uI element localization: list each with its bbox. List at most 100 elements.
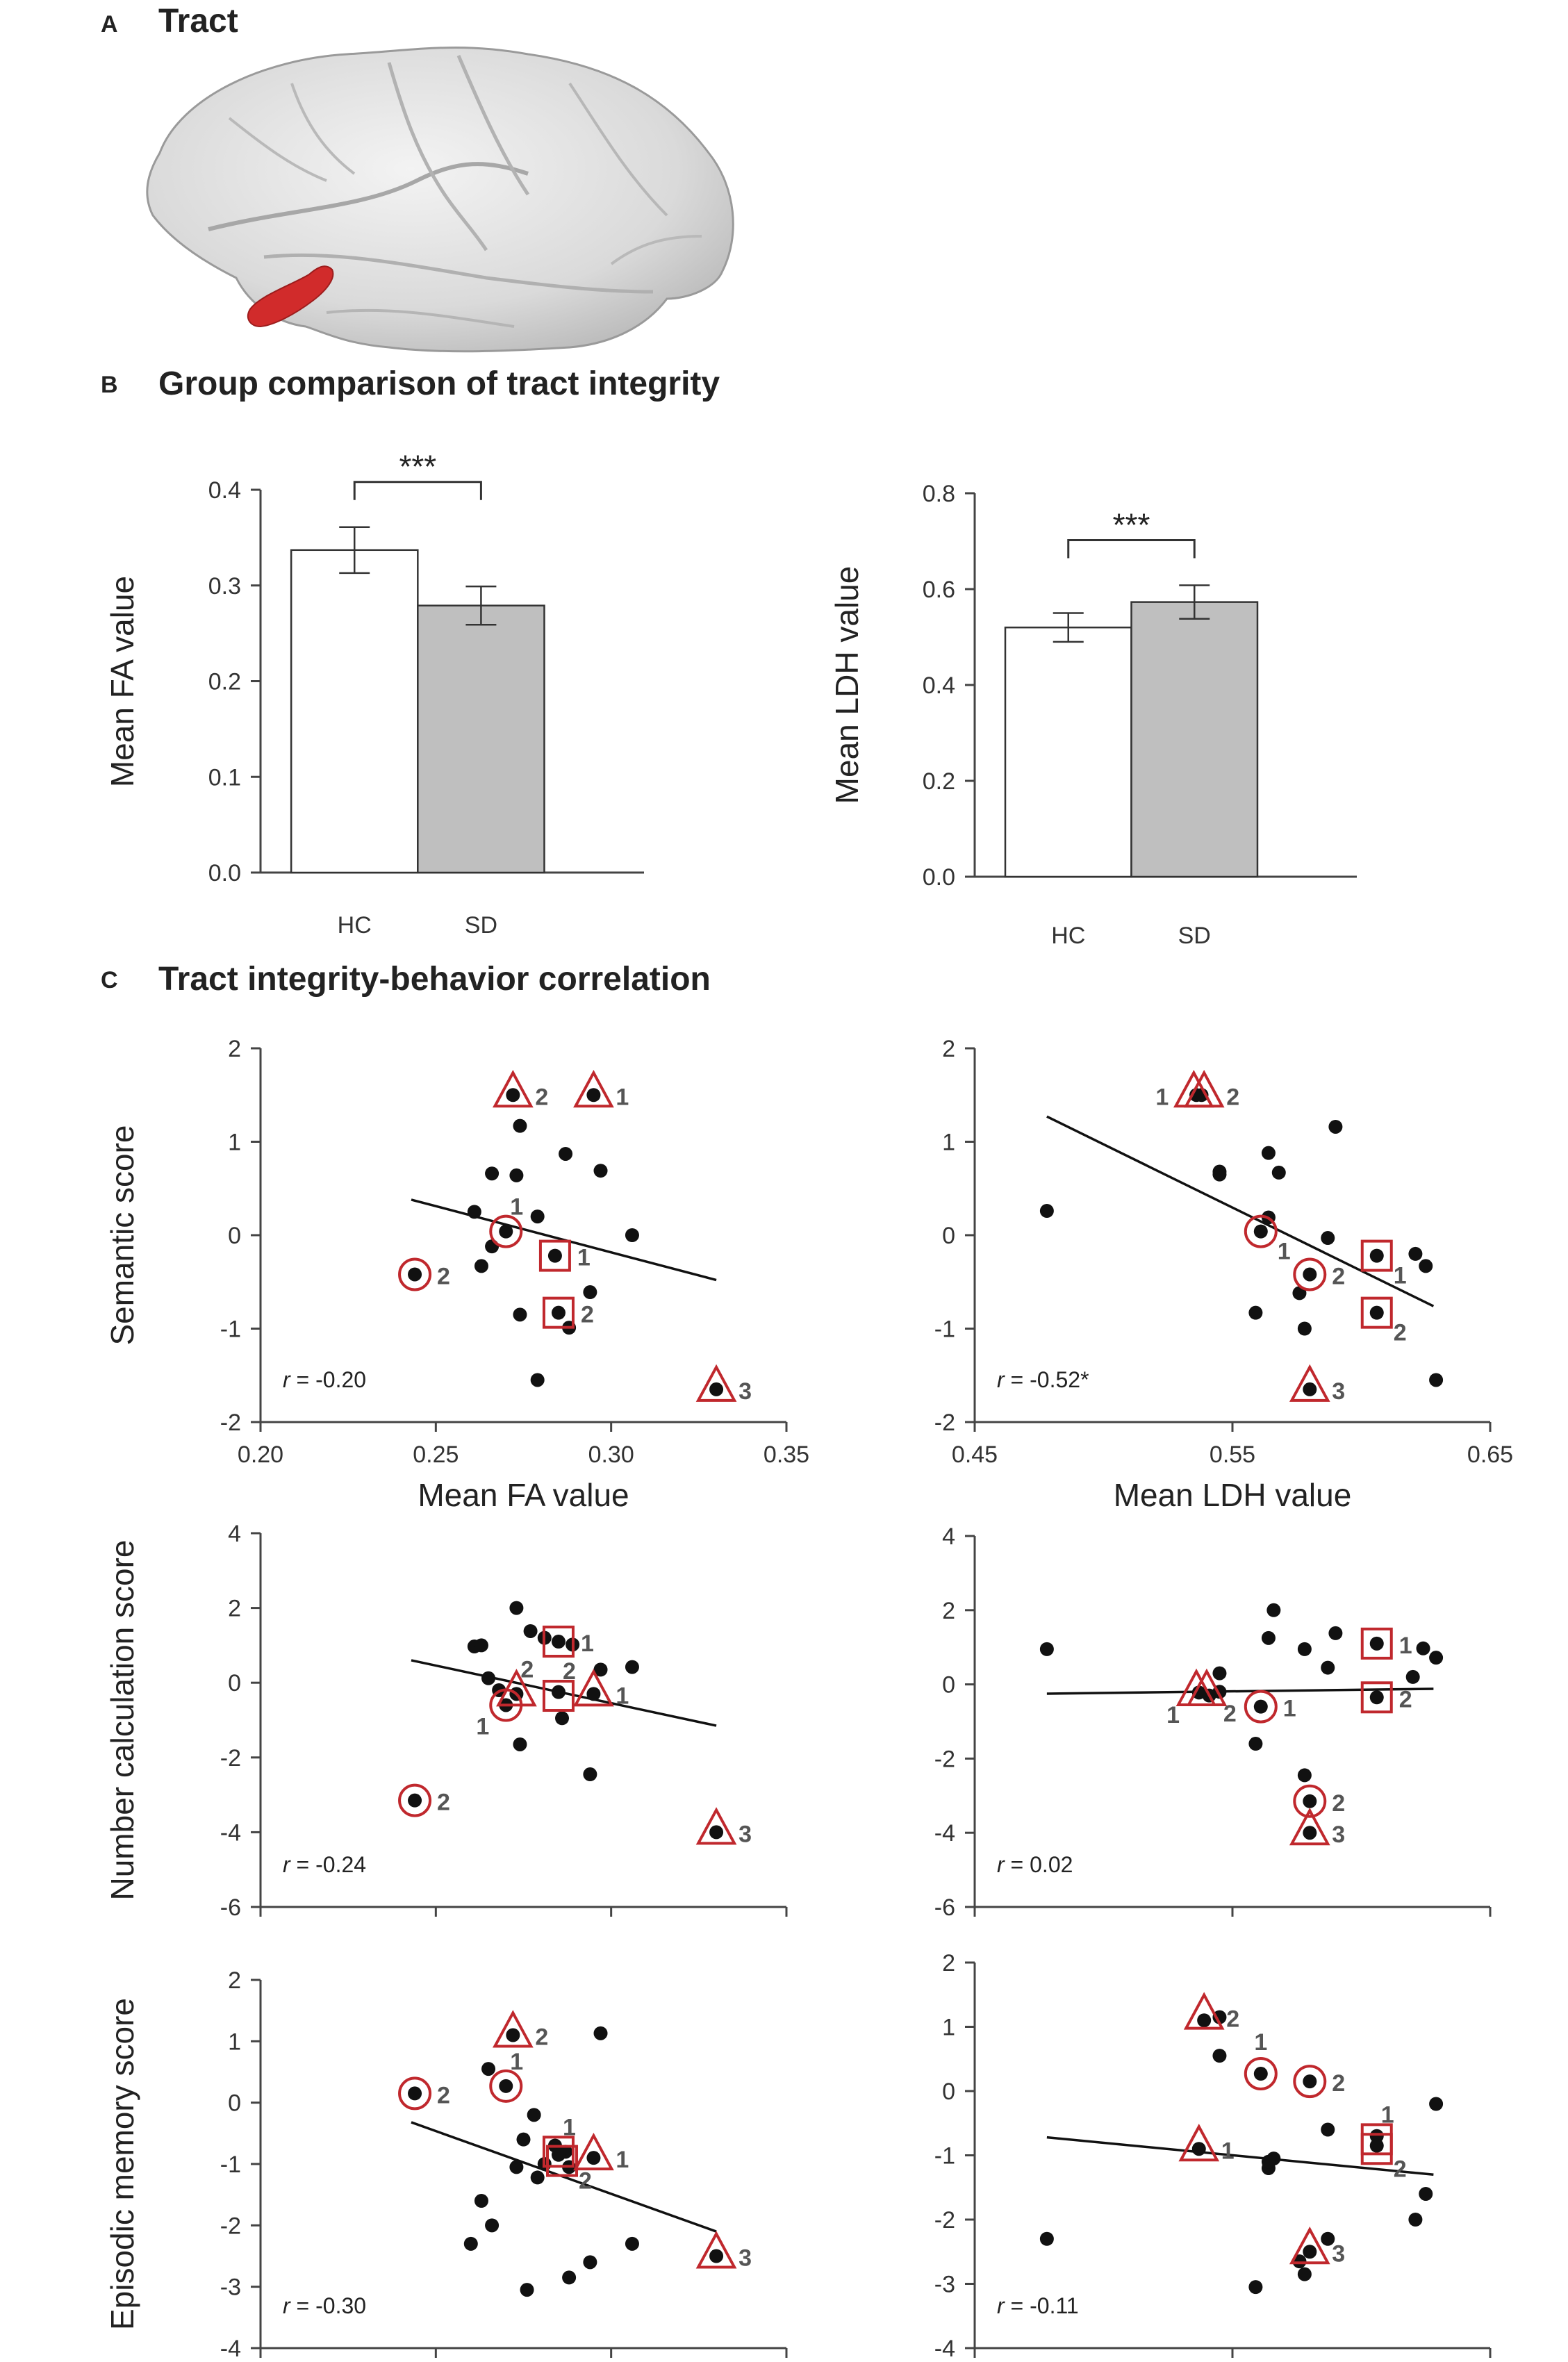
marker-label: 1 <box>616 1084 629 1110</box>
correlation-label: r = -0.24 <box>283 1852 366 1877</box>
y-tick-label: 2 <box>228 1596 241 1622</box>
regression-line <box>1046 2136 1434 2176</box>
data-point <box>1369 2138 1384 2153</box>
y-tick-label: 0 <box>228 1223 241 1249</box>
data-point <box>1039 1204 1054 1219</box>
marker-label: 3 <box>1332 1822 1345 1848</box>
marker-label: 2 <box>520 1656 534 1683</box>
marker-label: 1 <box>510 1194 523 1221</box>
data-point <box>1248 2280 1263 2295</box>
y-tick-label: 2 <box>228 1036 241 1062</box>
data-point <box>408 1267 422 1282</box>
x-axis-label: Mean FA value <box>418 1477 629 1513</box>
data-point <box>593 2026 608 2040</box>
marker-label: 3 <box>1332 1378 1345 1405</box>
data-point <box>516 2132 531 2147</box>
marker-label: 2 <box>437 2082 450 2108</box>
correlation-value: = -0.30 <box>290 2293 366 2318</box>
marker-label: 3 <box>1332 2240 1345 2267</box>
circle-marker <box>1293 1784 1327 1818</box>
marker-label: 3 <box>738 1821 752 1847</box>
square-marker <box>1360 2133 1393 2165</box>
panel-b-letter: B <box>101 372 118 398</box>
brain-illustration <box>146 47 734 353</box>
y-tick-label: 0.2 <box>923 768 955 795</box>
data-point <box>1303 2245 1317 2259</box>
data-point <box>1369 1690 1384 1705</box>
marker-label: 2 <box>437 1790 450 1816</box>
marker-label: 1 <box>1155 1084 1169 1110</box>
data-point <box>1261 1146 1276 1160</box>
correlation-r-symbol: r <box>283 1367 291 1392</box>
chart-ldh_bar: 0.0 0.2 0.4 0.6 0.8 Mean LDH value HC SD *** <box>829 481 1357 949</box>
data-point <box>513 1118 527 1133</box>
x-tick-label: 0.30 <box>588 1442 634 1468</box>
data-point <box>520 2283 534 2297</box>
y-axis-label: Mean FA value <box>104 576 140 787</box>
triangle-marker <box>493 2010 534 2048</box>
triangle-marker <box>493 1070 534 1108</box>
data-point <box>1248 1305 1263 1320</box>
y-tick-label: -2 <box>934 1410 955 1436</box>
significance-bracket <box>353 481 482 500</box>
data-point <box>509 2160 524 2174</box>
data-point <box>1212 2010 1227 2024</box>
marker-label: 1 <box>1399 1633 1412 1659</box>
panel-a-title: Tract <box>158 3 238 40</box>
y-tick-label: -1 <box>934 1316 955 1343</box>
data-point <box>1408 1246 1423 1261</box>
y-tick-label: -2 <box>220 1410 241 1436</box>
data-point <box>551 2147 566 2162</box>
data-point <box>509 1168 524 1182</box>
triangle-marker <box>1183 1992 1225 2030</box>
circle-marker <box>489 1214 523 1248</box>
data-point <box>506 1088 520 1102</box>
panel-b-title: Group comparison of tract integrity <box>158 365 720 402</box>
brain-shape <box>146 47 734 353</box>
correlation-r-symbol: r <box>283 1852 291 1877</box>
data-point <box>463 2236 478 2251</box>
data-point <box>530 2170 545 2185</box>
triangle-marker <box>573 2132 614 2171</box>
y-tick-label: -4 <box>934 1820 955 1847</box>
square-marker <box>1360 1296 1393 1329</box>
marker-label: 2 <box>1226 1084 1239 1110</box>
data-point <box>709 1382 724 1396</box>
data-point <box>1321 1231 1335 1246</box>
chart-fa_bar: 0.0 0.1 0.2 0.3 0.4 Mean FA value HC SD *** <box>104 449 644 939</box>
y-tick-label: 0 <box>942 2079 955 2105</box>
data-point <box>1328 1119 1343 1134</box>
marker-label: 1 <box>1254 2029 1267 2056</box>
bar-HC <box>290 549 419 874</box>
data-point <box>481 2062 496 2076</box>
data-point <box>625 1228 639 1242</box>
y-tick-label: 0.4 <box>208 477 241 504</box>
data-point <box>527 2108 541 2122</box>
brain-sulcus <box>610 235 702 265</box>
panel-a-letter: A <box>101 11 118 38</box>
y-tick-label: -3 <box>934 2272 955 2298</box>
x-tick-label: 0.45 <box>952 1442 998 1468</box>
data-point <box>1039 1642 1054 1656</box>
data-point <box>1039 2231 1054 2246</box>
data-point <box>506 2028 520 2042</box>
square-marker <box>1360 1681 1393 1714</box>
brain-sulcus <box>228 117 327 182</box>
x-axis-label: Mean LDH value <box>1114 1477 1352 1513</box>
square-marker <box>542 1626 575 1658</box>
data-point <box>1303 1267 1317 1282</box>
marker-label: 3 <box>738 2245 752 2272</box>
data-point <box>1419 2187 1433 2201</box>
circle-marker <box>398 2076 432 2111</box>
correlation-value: = 0.02 <box>1005 1852 1073 1877</box>
data-point <box>1429 1373 1444 1387</box>
data-point <box>625 2236 639 2251</box>
y-tick-label: 0 <box>942 1223 955 1249</box>
y-tick-label: 0 <box>228 1670 241 1696</box>
regression-line <box>1046 1687 1434 1695</box>
data-point <box>583 1767 597 1782</box>
data-point <box>1266 1603 1281 1617</box>
